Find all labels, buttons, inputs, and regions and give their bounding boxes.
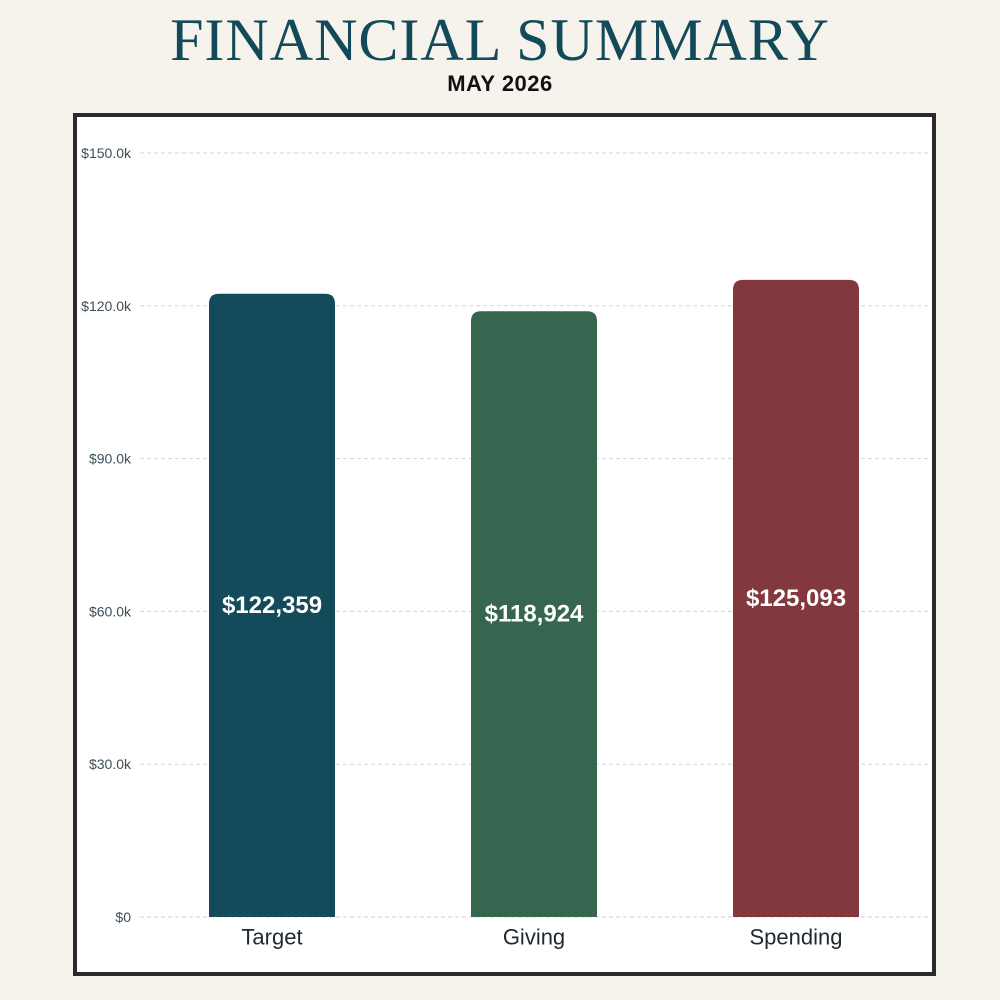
- x-axis-labels: Target Giving Spending: [241, 925, 842, 950]
- bar-target: [209, 293, 335, 918]
- y-axis-ticks: $0 $30.0k $60.0k $90.0k $120.0k $150.0k: [81, 145, 132, 925]
- x-tick-label: Spending: [750, 925, 843, 950]
- x-tick-label: Giving: [503, 925, 565, 950]
- y-tick-label: $90.0k: [89, 451, 132, 467]
- y-tick-label: $60.0k: [89, 603, 132, 619]
- bars: [209, 279, 859, 918]
- y-tick-label: $30.0k: [89, 756, 132, 772]
- bar-spending: [733, 279, 859, 918]
- y-tick-label: $150.0k: [81, 145, 132, 161]
- bar-value-label: $125,093: [746, 585, 846, 612]
- bar-giving: [471, 311, 597, 918]
- value-labels: $122,359 $118,924 $125,093: [222, 585, 846, 628]
- chart-subtitle: MAY 2026: [447, 71, 553, 96]
- y-tick-label: $120.0k: [81, 298, 132, 314]
- bar-value-label: $122,359: [222, 592, 322, 619]
- x-tick-label: Target: [241, 925, 302, 950]
- y-tick-label: $0: [115, 909, 131, 925]
- bar-value-label: $118,924: [485, 601, 584, 628]
- chart-title: FINANCIAL SUMMARY: [170, 7, 830, 73]
